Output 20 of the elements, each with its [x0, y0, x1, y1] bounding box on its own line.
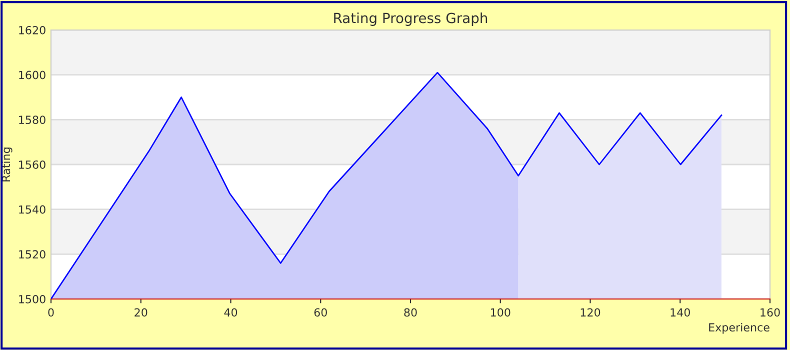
line-series [51, 72, 722, 299]
x-tick-label: 100 [490, 308, 510, 317]
chart-title: Rating Progress Graph [334, 12, 488, 26]
x-tick-label: 80 [404, 308, 417, 317]
y-tick-label: 1620 [19, 26, 46, 34]
x-tick-label: 20 [134, 308, 148, 317]
x-tick-label: 40 [224, 308, 238, 317]
x-axis-title: Experience [709, 322, 770, 334]
x-tick-label: 0 [48, 308, 54, 317]
x-tick-label: 60 [314, 308, 327, 317]
x-tick-label: 120 [580, 308, 600, 317]
x-tick-label: 140 [670, 308, 690, 317]
y-tick-label: 1520 [19, 250, 46, 259]
y-tick-label: 1540 [19, 205, 46, 214]
y-tick-label: 1580 [19, 116, 46, 124]
y-axis-title: Rating [2, 148, 12, 182]
y-tick-label: 1500 [19, 294, 46, 304]
y-tick-label: 1600 [19, 70, 46, 80]
x-tick-label: 160 [760, 308, 780, 317]
y-tick-label: 1560 [19, 160, 46, 169]
